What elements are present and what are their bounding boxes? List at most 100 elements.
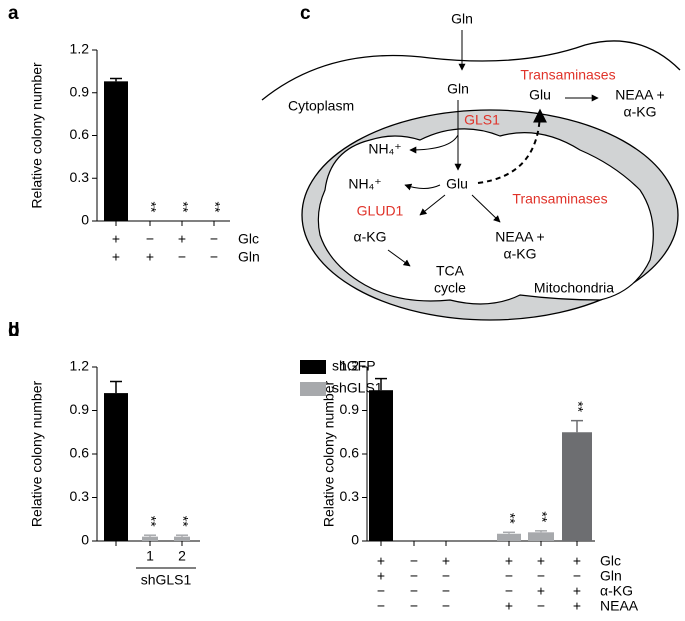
bar	[497, 533, 521, 541]
group-label: shGLS1	[141, 572, 192, 588]
condition-sign: +	[505, 553, 513, 569]
bar	[562, 432, 592, 541]
y-tick-label: 1.2	[70, 41, 90, 57]
label: NH₄⁺	[348, 176, 381, 192]
bar	[104, 81, 128, 221]
condition-sign: −	[537, 568, 545, 584]
bar	[104, 393, 128, 541]
condition-sign: +	[377, 553, 385, 569]
y-tick-label: 0.3	[340, 488, 360, 504]
significance: **	[175, 516, 191, 527]
label: Gln	[447, 81, 469, 97]
label: α-KG	[504, 246, 537, 262]
significance: **	[570, 401, 586, 412]
arrow	[404, 183, 441, 191]
condition-sign: −	[377, 583, 385, 599]
legend-swatch	[300, 360, 326, 374]
condition-sign: +	[505, 598, 513, 614]
condition-sign: −	[410, 553, 418, 569]
condition-sign: −	[442, 598, 450, 614]
y-axis-title: Relative colony number	[29, 381, 45, 528]
y-tick-label: 0.9	[70, 401, 90, 417]
bar	[528, 532, 554, 541]
condition-sign: −	[410, 583, 418, 599]
label: Cytoplasm	[288, 98, 354, 114]
label: α-KG	[354, 229, 387, 245]
x-tick-label: 2	[178, 548, 186, 564]
condition-sign: +	[178, 231, 186, 247]
condition-label: Glc	[238, 231, 259, 247]
y-tick-label: 0	[81, 212, 89, 228]
label: Mitochondria	[534, 280, 614, 296]
significance: **	[502, 513, 518, 524]
condition-sign: +	[573, 598, 581, 614]
panel-label: b	[8, 320, 20, 341]
y-tick-label: 1.2	[340, 358, 360, 374]
y-tick-label: 0	[351, 532, 359, 548]
condition-sign: −	[146, 231, 154, 247]
legend-swatch	[300, 382, 326, 396]
panel-label: d	[8, 320, 20, 341]
significance: **	[207, 202, 223, 213]
arrow	[409, 134, 459, 154]
condition-sign: +	[112, 231, 120, 247]
y-axis-title: Relative colony number	[321, 381, 337, 528]
panel-label: c	[300, 3, 311, 24]
label: Glu	[446, 176, 468, 192]
condition-sign: −	[505, 583, 513, 599]
condition-sign: −	[573, 568, 581, 584]
panel-label: a	[8, 3, 19, 24]
label: GLUD1	[357, 203, 404, 219]
label: α-KG	[624, 104, 657, 120]
condition-sign: +	[112, 249, 120, 265]
condition-sign: −	[505, 568, 513, 584]
condition-sign: −	[178, 249, 186, 265]
condition-sign: −	[410, 568, 418, 584]
condition-sign: −	[442, 568, 450, 584]
significance: **	[143, 516, 159, 527]
bar	[369, 390, 393, 541]
condition-sign: −	[537, 598, 545, 614]
diagram: c Gln Gln Transaminases Glu NEAA + α-KG …	[261, 3, 681, 321]
significance: **	[143, 202, 159, 213]
label: Transaminases	[520, 67, 615, 83]
condition-label: Gln	[600, 568, 622, 584]
y-tick-label: 0.6	[340, 445, 360, 461]
condition-label: NEAA	[600, 598, 639, 614]
condition-sign: +	[146, 249, 154, 265]
y-tick-label: 1.2	[70, 358, 90, 374]
arrow	[387, 249, 411, 267]
bar	[174, 536, 190, 541]
condition-sign: −	[377, 598, 385, 614]
y-tick-label: 0.3	[70, 169, 90, 185]
arrow	[477, 108, 547, 184]
y-tick-label: 0.9	[340, 401, 360, 417]
significance: **	[534, 511, 550, 522]
label: TCA	[436, 263, 465, 279]
condition-sign: +	[573, 553, 581, 569]
condition-sign: +	[537, 553, 545, 569]
significance: **	[175, 202, 191, 213]
condition-sign: −	[410, 598, 418, 614]
arrow	[419, 194, 446, 216]
condition-sign: +	[573, 583, 581, 599]
condition-sign: +	[442, 553, 450, 569]
y-tick-label: 0	[81, 532, 89, 548]
label: Glu	[529, 87, 551, 103]
bar	[142, 536, 158, 541]
y-tick-label: 0.3	[70, 488, 90, 504]
label: NEAA +	[495, 229, 544, 245]
y-tick-label: 0.6	[70, 445, 90, 461]
condition-label: α-KG	[600, 583, 633, 599]
label: GLS1	[464, 112, 500, 128]
condition-sign: −	[442, 583, 450, 599]
y-tick-label: 0.6	[70, 126, 90, 142]
y-tick-label: 0.9	[70, 83, 90, 99]
condition-sign: +	[377, 568, 385, 584]
y-axis-title: Relative colony number	[29, 62, 45, 209]
condition-label: Gln	[238, 249, 260, 265]
label: NEAA +	[615, 87, 664, 103]
legend-label: shGFP	[332, 358, 376, 374]
condition-sign: +	[537, 583, 545, 599]
